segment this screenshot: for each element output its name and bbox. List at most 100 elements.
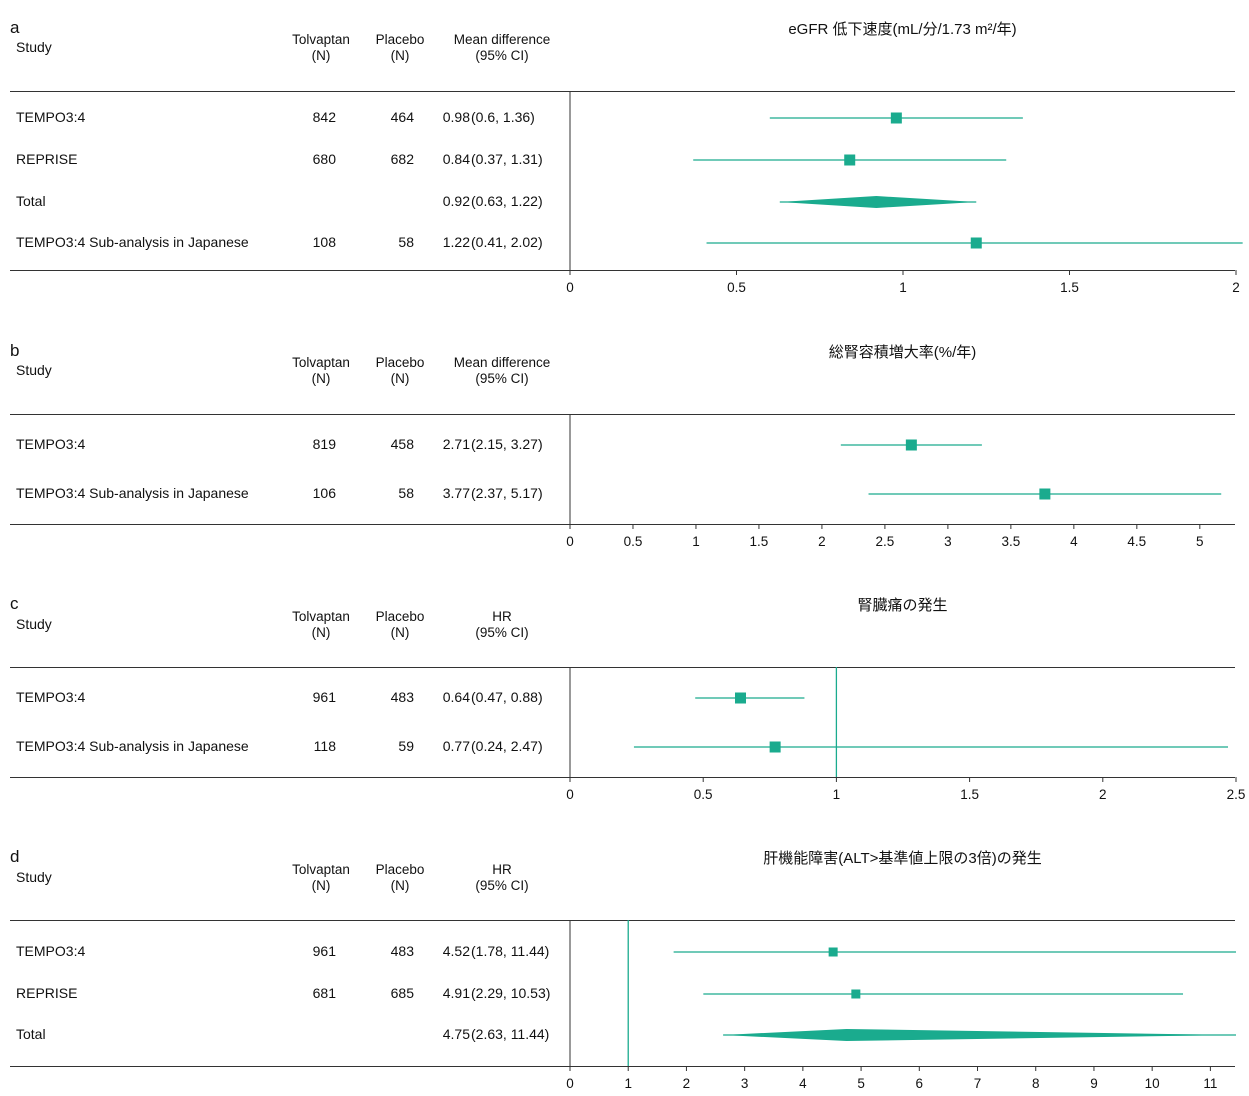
placebo-header: Placebo (N) <box>340 355 460 387</box>
study-name: Total <box>16 193 46 209</box>
estimate-value: 0.98 <box>442 109 470 125</box>
ci-value: (0.63, 1.22) <box>471 193 543 209</box>
estimate-value: 0.92 <box>442 193 470 209</box>
estimate-marker <box>1039 488 1051 500</box>
estimate-marker <box>769 741 781 753</box>
tolvaptan-header: Tolvaptan (N) <box>261 32 381 64</box>
x-tick-label: 4 <box>1070 534 1078 549</box>
x-tick-label: 0 <box>566 1076 574 1091</box>
panel-title: 肝機能障害(ALT>基準値上限の3倍)の発生 <box>763 850 1042 867</box>
ci-value: (0.24, 2.47) <box>471 738 543 754</box>
effect-header: Mean difference (95% CI) <box>442 32 562 64</box>
estimate-value: 4.91 <box>442 985 470 1001</box>
x-tick-label: 2 <box>683 1076 691 1091</box>
effect-header-line1: HR <box>492 862 512 877</box>
tolvaptan-n: 819 <box>312 436 336 452</box>
panel-title: 総腎容積増大率(%/年) <box>828 344 977 361</box>
placebo-header: Placebo (N) <box>340 862 460 894</box>
x-tick-label: 4.5 <box>1127 534 1146 549</box>
placebo-n: 682 <box>390 151 414 167</box>
x-tick-label: 0 <box>566 534 574 549</box>
study-name: TEMPO3:4 <box>16 689 86 705</box>
effect-header-line1: HR <box>492 609 512 624</box>
estimate-value: 0.64 <box>442 689 470 705</box>
effect-header-line2: (95% CI) <box>475 48 529 63</box>
placebo-header-line2: (N) <box>390 371 410 386</box>
estimate-value: 4.52 <box>442 943 470 959</box>
ci-value: (2.15, 3.27) <box>471 436 543 452</box>
estimate-marker <box>970 237 982 249</box>
study-name: TEMPO3:4 <box>16 436 86 452</box>
x-tick-label: 0.5 <box>624 534 643 549</box>
axis-baseline <box>10 777 1235 778</box>
x-tick-label: 11 <box>1203 1076 1217 1091</box>
ci-value: (2.37, 5.17) <box>471 485 543 501</box>
forest-plot-b: 0 0.5 1 1.5 2 2.5 3 3.5 4 4.5 5 <box>566 414 1222 549</box>
panel-letter: c <box>10 594 19 613</box>
tolvaptan-header-line2: (N) <box>311 625 331 640</box>
placebo-header-line1: Placebo <box>375 355 425 370</box>
pooled-estimate-diamond <box>779 196 977 208</box>
study-name: REPRISE <box>16 151 78 167</box>
forest-plot-d: 0 1 2 3 4 5 6 7 8 9 10 11 <box>566 920 1236 1091</box>
x-tick-label: 0.5 <box>727 280 746 295</box>
placebo-n: 483 <box>390 689 414 705</box>
x-tick-label: 3 <box>741 1076 749 1091</box>
tolvaptan-n: 961 <box>312 689 336 705</box>
axis-baseline <box>10 270 1235 271</box>
study-name: TEMPO3:4 Sub-analysis in Japanese <box>16 234 249 250</box>
study-name: REPRISE <box>16 985 78 1001</box>
placebo-header: Placebo (N) <box>340 32 460 64</box>
tolvaptan-header: Tolvaptan (N) <box>261 609 381 641</box>
x-tick-label: 0.5 <box>694 787 713 802</box>
estimate-marker <box>851 989 861 999</box>
tolvaptan-n: 118 <box>313 738 336 754</box>
x-tick-label: 0 <box>566 787 574 802</box>
study-name: TEMPO3:4 Sub-analysis in Japanese <box>16 738 249 754</box>
study-column-header: Study <box>16 869 52 885</box>
tolvaptan-header: Tolvaptan (N) <box>261 862 381 894</box>
placebo-n: 458 <box>390 436 414 452</box>
estimate-value: 2.71 <box>442 436 470 452</box>
effect-header-line2: (95% CI) <box>475 625 529 640</box>
placebo-header-line1: Placebo <box>375 862 425 877</box>
x-tick-label: 2.5 <box>876 534 895 549</box>
effect-header-line2: (95% CI) <box>475 878 529 893</box>
x-tick-label: 6 <box>916 1076 924 1091</box>
pooled-estimate-diamond <box>723 1029 1236 1041</box>
axis-baseline <box>10 1066 1235 1067</box>
forest-plot-a: 0 0.5 1 1.5 2 <box>566 91 1243 295</box>
panel-title: eGFR 低下速度(mL/分/1.73 m²/年) <box>788 21 1017 38</box>
tolvaptan-n: 106 <box>312 485 336 501</box>
x-tick-label: 4 <box>799 1076 807 1091</box>
panel-title: 腎臓痛の発生 <box>857 597 948 614</box>
ci-value: (2.63, 11.44) <box>471 1026 550 1042</box>
estimate-value: 1.22 <box>442 234 470 250</box>
effect-header-line1: Mean difference <box>453 32 551 47</box>
study-name: TEMPO3:4 Sub-analysis in Japanese <box>16 485 249 501</box>
tolvaptan-header-line2: (N) <box>311 878 331 893</box>
x-tick-label: 2 <box>1099 787 1107 802</box>
x-tick-label: 5 <box>857 1076 865 1091</box>
header-divider <box>10 91 1235 92</box>
estimate-value: 3.77 <box>442 485 470 501</box>
placebo-n: 483 <box>390 943 414 959</box>
effect-header: HR (95% CI) <box>442 609 562 641</box>
x-tick-label: 9 <box>1090 1076 1098 1091</box>
x-tick-label: 7 <box>974 1076 982 1091</box>
x-tick-label: 2.5 <box>1227 787 1246 802</box>
tolvaptan-header-line2: (N) <box>311 371 331 386</box>
tolvaptan-n: 108 <box>312 234 336 250</box>
study-column-header: Study <box>16 39 52 55</box>
x-tick-label: 3.5 <box>1001 534 1020 549</box>
x-tick-label: 1.5 <box>750 534 769 549</box>
ci-value: (0.37, 1.31) <box>471 151 543 167</box>
x-tick-label: 3 <box>944 534 952 549</box>
estimate-marker <box>890 112 902 124</box>
placebo-header-line2: (N) <box>390 48 410 63</box>
study-name: TEMPO3:4 <box>16 943 86 959</box>
placebo-n: 58 <box>398 485 414 501</box>
tolvaptan-header: Tolvaptan (N) <box>261 355 381 387</box>
panel-letter: b <box>10 341 20 360</box>
panel-letter: a <box>10 18 20 37</box>
